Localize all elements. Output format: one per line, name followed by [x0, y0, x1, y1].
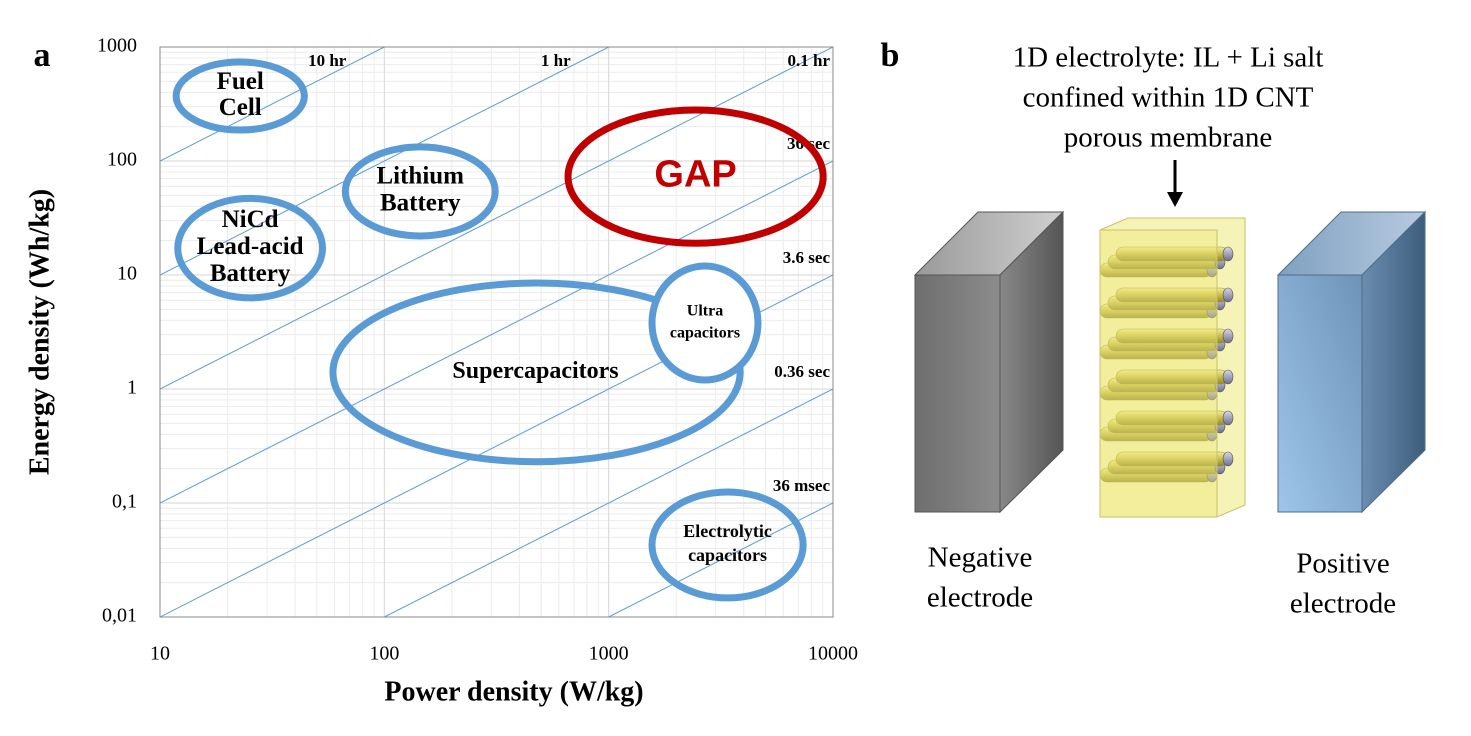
- time-constant-line: [160, 47, 833, 390]
- region-label: GAP: [654, 154, 736, 196]
- nanotube-cap: [1222, 246, 1234, 262]
- x-tick-label: 10: [150, 643, 170, 665]
- region-label: capacitors: [688, 545, 767, 565]
- time-constant-label: 3.6 sec: [783, 248, 831, 267]
- region-label: Lithium: [376, 163, 464, 190]
- nanotube-cap: [1222, 369, 1234, 385]
- caption: porous membrane: [1064, 122, 1273, 154]
- region: [341, 143, 499, 240]
- region-label: Battery: [210, 260, 291, 287]
- y-tick-label: 100: [107, 149, 137, 171]
- y-tick-label: 0,1: [112, 491, 137, 513]
- time-constant-line: [160, 47, 609, 276]
- y-axis-title: Energy density (Wh/kg): [24, 189, 55, 475]
- time-constant-line: [384, 388, 833, 617]
- x-tick-label: 100: [369, 643, 399, 665]
- caption: confined within 1D CNT: [1023, 82, 1314, 114]
- nanotube-cap: [1222, 328, 1234, 344]
- x-tick-label: 10000: [808, 643, 858, 665]
- positive-label: Positive: [1296, 548, 1389, 580]
- time-constant-label: 10 hr: [308, 51, 347, 70]
- plot-border: [159, 46, 834, 618]
- time-constant-line: [160, 47, 385, 162]
- negative-electrode-front: [914, 274, 1001, 513]
- arrow-head: [1167, 192, 1183, 207]
- region-label: Ultra: [687, 303, 723, 320]
- time-constant-label: 1 hr: [541, 51, 571, 70]
- region-label: Battery: [380, 190, 461, 217]
- negative-label: electrode: [927, 582, 1033, 614]
- nanotube-cap: [1222, 451, 1234, 467]
- membrane: [1099, 217, 1246, 518]
- positive-label: electrode: [1290, 588, 1396, 620]
- plot: 10 100 1000 10000 0,01 0,1 1 10 100 1000 10 hr 1 hr…: [97, 35, 858, 665]
- region: [648, 262, 762, 384]
- negative-label: Negative: [928, 542, 1033, 574]
- region-label: NiCd: [222, 206, 279, 233]
- panel-label: b: [881, 37, 900, 74]
- region: [648, 488, 807, 602]
- panel-label: a: [34, 37, 51, 74]
- region: [329, 279, 744, 466]
- membrane-front: [1099, 229, 1218, 518]
- region: [174, 194, 326, 302]
- region-label: capacitors: [670, 325, 740, 342]
- region-label: Cell: [219, 94, 262, 121]
- y-tick-label: 0,01: [102, 605, 137, 627]
- region-label: Electrolytic: [683, 521, 772, 541]
- y-tick-label: 1000: [97, 35, 137, 57]
- time-constant-label: 0.36 sec: [774, 362, 830, 381]
- caption: 1D electrolyte: IL + Li salt: [1013, 42, 1324, 74]
- region-label: Supercapacitors: [452, 358, 618, 384]
- region: [172, 58, 308, 134]
- region-label: Fuel: [217, 68, 264, 95]
- positive-electrode-front: [1277, 274, 1363, 513]
- time-constant-label: 0.1 hr: [788, 51, 831, 70]
- time-constant-line: [160, 160, 833, 504]
- y-tick-label: 1: [127, 377, 137, 399]
- diagram: b 1D electrolyte: IL + Li salt confined …: [881, 37, 1427, 620]
- time-constant-label: 36 msec: [773, 476, 831, 495]
- region: [564, 106, 827, 247]
- x-axis-title: Power density (W/kg): [384, 676, 643, 707]
- region-label: Lead-acid: [197, 233, 304, 260]
- nanotube-cap: [1222, 287, 1234, 303]
- y-tick-label: 10: [117, 263, 137, 285]
- x-tick-label: 1000: [589, 643, 629, 665]
- nanotube-cap: [1222, 410, 1234, 426]
